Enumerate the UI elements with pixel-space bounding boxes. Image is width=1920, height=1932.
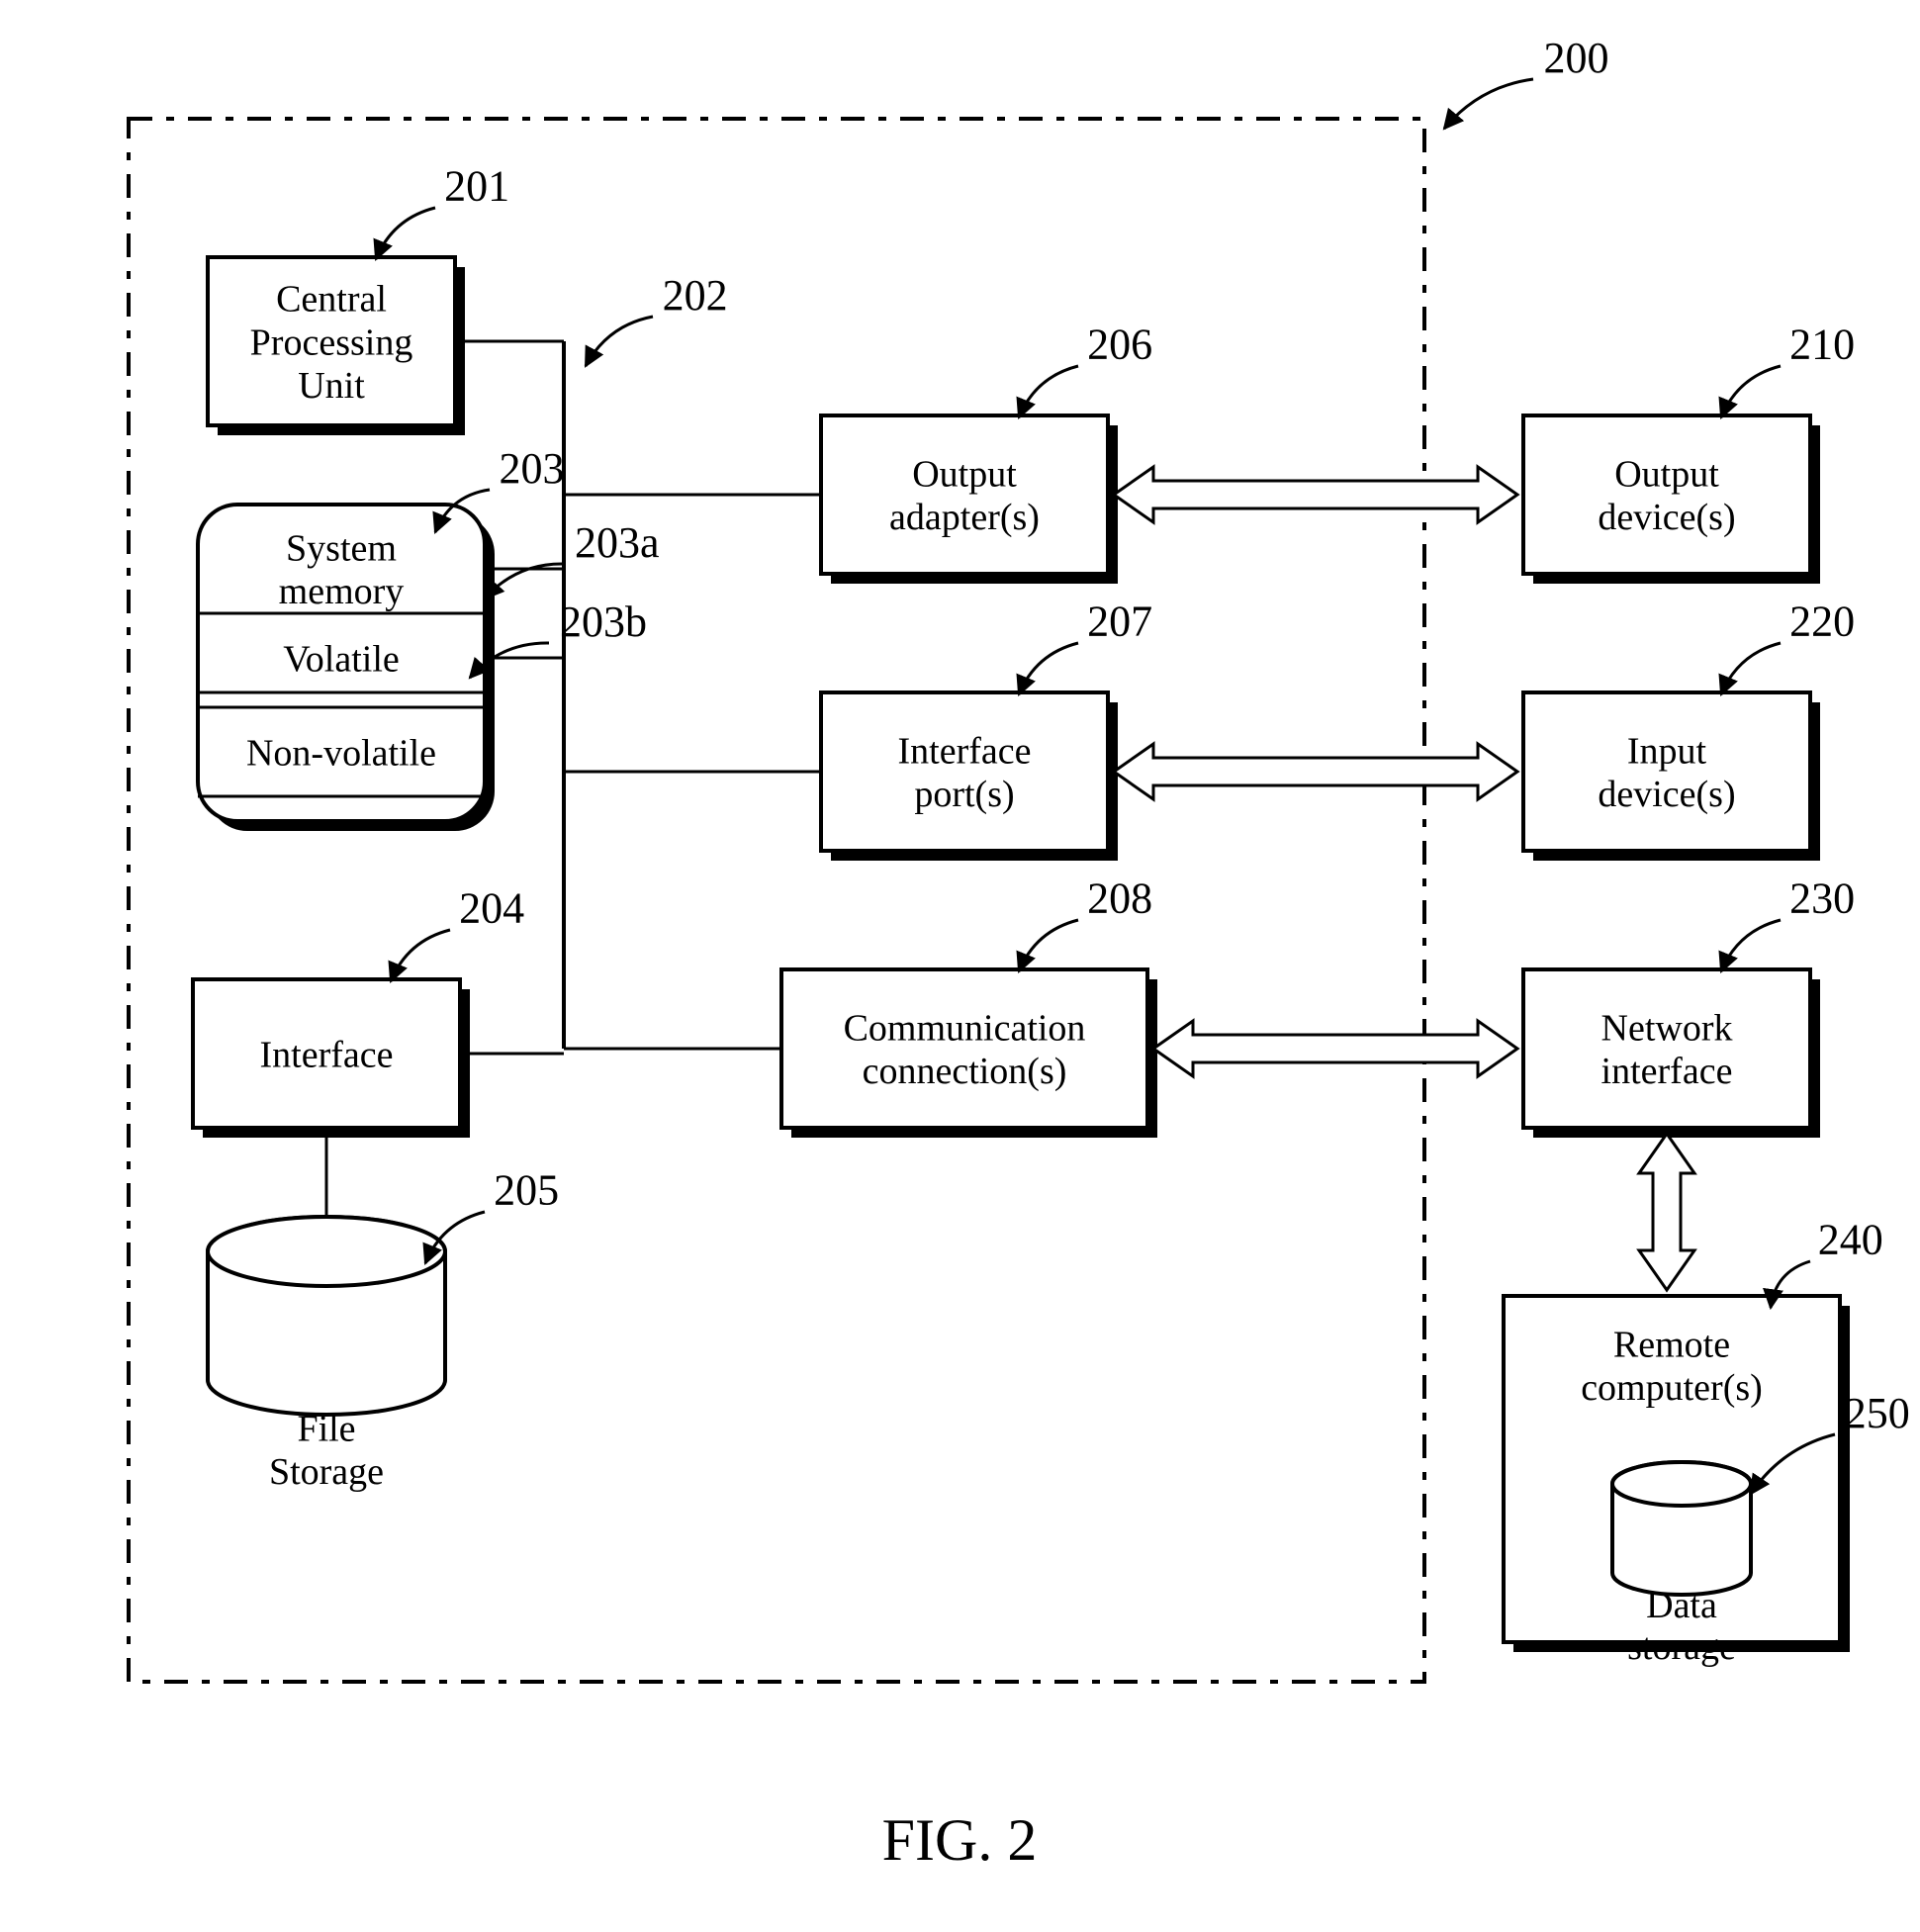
remote-computer-label: computer(s) xyxy=(1581,1367,1763,1409)
ref-arrow-210 xyxy=(1721,366,1781,417)
ref-arrow-208 xyxy=(1019,920,1078,971)
ref-label-220: 220 xyxy=(1789,598,1855,646)
input-device-label: Input xyxy=(1627,730,1707,772)
cpu-label: Central xyxy=(276,279,387,321)
data-storage-label: Data xyxy=(1646,1585,1717,1626)
network-interface-box: Networkinterface xyxy=(1523,969,1820,1138)
interface-port-label: port(s) xyxy=(914,774,1014,815)
ref-label-201: 201 xyxy=(444,162,509,211)
output-adapter-label: Output xyxy=(912,453,1017,495)
ref-label-207: 207 xyxy=(1087,598,1152,646)
output-adapter-box: Outputadapter(s) xyxy=(821,415,1118,584)
ref-arrow-206 xyxy=(1019,366,1078,417)
ref-label-250: 250 xyxy=(1845,1389,1910,1437)
interface-box: Interface xyxy=(193,979,470,1138)
file-storage-label: Storage xyxy=(269,1451,384,1493)
cpu-box: CentralProcessingUnit xyxy=(208,257,465,435)
output-adapter-label: adapter(s) xyxy=(889,497,1040,538)
arrow-out_ad-out_dev xyxy=(1114,467,1517,522)
output-device-box: Outputdevice(s) xyxy=(1523,415,1820,584)
memory-nv-label: Non-volatile xyxy=(246,732,436,774)
arrow-net_if-remote xyxy=(1639,1134,1694,1290)
remote-computer-box: Remotecomputer(s) Datastorage xyxy=(1504,1296,1850,1668)
ref-arrow-200 xyxy=(1444,79,1533,129)
ref-arrow-204 xyxy=(391,930,450,981)
memory-sys-label: System xyxy=(286,527,397,569)
interface-label: Interface xyxy=(260,1034,394,1075)
memory-box: Systemmemory Volatile Non-volatile xyxy=(198,505,495,831)
comm-conn-box: Communicationconnection(s) xyxy=(781,969,1157,1138)
input-device-box: Inputdevice(s) xyxy=(1523,692,1820,861)
ref-label-210: 210 xyxy=(1789,321,1855,369)
comm-conn-label: Communication xyxy=(844,1007,1086,1049)
ref-arrow-202 xyxy=(586,317,653,366)
remote-computer-label: Remote xyxy=(1613,1324,1730,1365)
input-device-label: device(s) xyxy=(1598,774,1735,815)
output-device-label: Output xyxy=(1614,453,1719,495)
ref-label-240: 240 xyxy=(1818,1215,1883,1263)
ref-arrow-201 xyxy=(376,208,435,259)
cpu-label: Processing xyxy=(250,322,413,363)
architecture-diagram: 200 202 Systemmemory Volatile Non-volatile 20… xyxy=(0,0,1920,1932)
memory-vol-label: Volatile xyxy=(283,638,400,680)
ref-label-202: 202 xyxy=(663,271,728,320)
ref-arrow-230 xyxy=(1721,920,1781,971)
ref-arrow-207 xyxy=(1019,643,1078,694)
cpu-label: Unit xyxy=(298,365,365,407)
ref-arrow-220 xyxy=(1721,643,1781,694)
ref-label-200: 200 xyxy=(1543,34,1608,82)
ref-label-203: 203 xyxy=(499,444,564,493)
network-interface-label: interface xyxy=(1601,1051,1733,1092)
ref-label-230: 230 xyxy=(1789,874,1855,923)
memory-sys-label: memory xyxy=(279,571,405,612)
ref-label-203b: 203b xyxy=(560,598,647,646)
data-storage-label: storage xyxy=(1627,1626,1736,1668)
arrow-comm-net_if xyxy=(1153,1021,1517,1076)
ref-label-208: 208 xyxy=(1087,874,1152,923)
file-storage: FileStorage xyxy=(208,1217,445,1493)
ref-label-206: 206 xyxy=(1087,321,1152,369)
figure-caption: FIG. 2 xyxy=(882,1807,1038,1873)
output-device-label: device(s) xyxy=(1598,497,1735,538)
arrow-if_port-in_dev xyxy=(1114,744,1517,799)
ref-label-205: 205 xyxy=(494,1166,559,1215)
ref-label-203a: 203a xyxy=(575,518,660,567)
network-interface-label: Network xyxy=(1601,1007,1733,1049)
comm-conn-label: connection(s) xyxy=(863,1051,1067,1092)
interface-port-box: Interfaceport(s) xyxy=(821,692,1118,861)
file-storage-label: File xyxy=(297,1408,355,1449)
ref-label-204: 204 xyxy=(459,884,524,933)
interface-port-label: Interface xyxy=(898,730,1032,772)
